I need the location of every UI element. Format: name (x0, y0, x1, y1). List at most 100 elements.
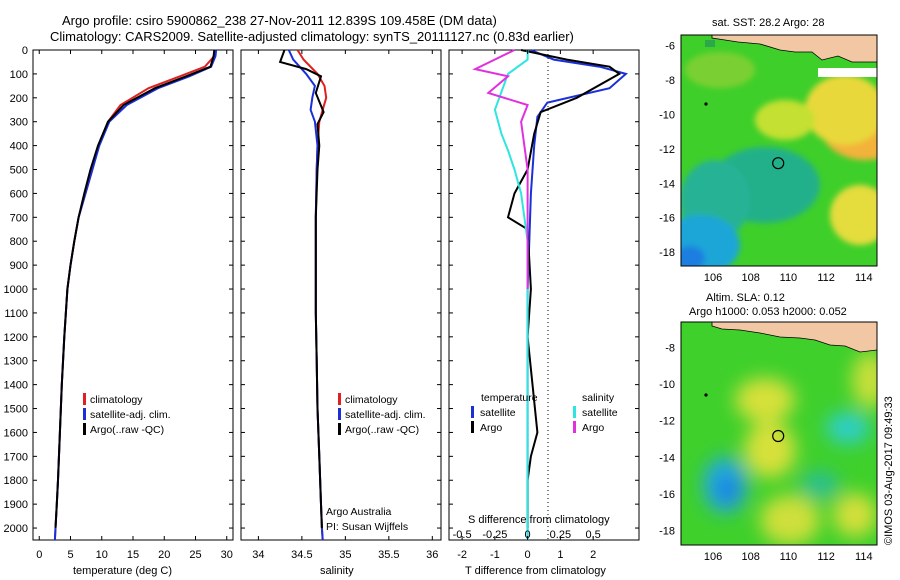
sla-patch-yellow-center (744, 422, 796, 478)
x-tick-label: 10 (96, 549, 108, 561)
series-line-satellite-adj-clim- (53, 49, 218, 541)
s-tick-label: -0.25 (482, 529, 507, 541)
map-y-tick-label: -14 (659, 452, 675, 464)
temperature-plot-frame (32, 49, 234, 541)
sla-patch-cyan-east (826, 412, 870, 444)
map-x-tick-label: 110 (780, 272, 798, 284)
sst-patch-yellow-ne (805, 75, 877, 145)
sst-field (681, 52, 877, 266)
temperature-series-group (53, 49, 218, 541)
sla-patch-darkblue-west (718, 477, 738, 503)
salinity-legend: climatology satellite-adj. clim. Argo(..… (338, 393, 426, 436)
x-tick-label: 0 (36, 549, 42, 561)
series-line-temperature-argo (506, 49, 622, 528)
map-y-tick-label: -8 (665, 343, 675, 355)
x-tick-label: 15 (127, 549, 139, 561)
y-tick-label: 2000 (4, 523, 28, 535)
sst-map-frame (680, 34, 878, 267)
map-x-tick-label: 112 (817, 272, 835, 284)
s-difference-axis-label: S difference from climatology (468, 514, 610, 526)
x-tick-label: 36 (426, 549, 438, 561)
sla-map-title-line1: Altim. SLA: 0.12 (706, 292, 785, 304)
legend-label-climatology: climatology (90, 394, 143, 406)
sla-field (703, 352, 877, 545)
y-tick-label: 800 (10, 236, 28, 248)
y-tick-label: 600 (10, 188, 28, 200)
map-y-tick-label: -10 (659, 109, 675, 121)
axes-ticks-group: 0 5 10 15 20 25 300100200300400500600700800900… (4, 40, 873, 563)
map-x-tick-label: 108 (742, 272, 760, 284)
y-tick-label: 1300 (4, 356, 28, 368)
x-tick-label: 34 (252, 549, 264, 561)
series-line-salinity-satellite (493, 50, 529, 540)
map-x-tick-label: 108 (742, 551, 760, 563)
map-y-tick-label: -16 (659, 489, 675, 501)
legend-swatch-s-argo (573, 421, 576, 433)
difference-series-group (472, 49, 628, 540)
sla-patch-yellow-se (833, 493, 877, 537)
sla-map (681, 322, 877, 545)
legend-swatch-satellite-adj (338, 408, 341, 420)
x-tick-label: 0 (525, 549, 531, 561)
x-tick-label: 5 (67, 549, 73, 561)
legend-label-s-argo: Argo (582, 422, 604, 434)
map-y-tick-label: -8 (665, 75, 675, 87)
sst-patch-darkblue-corner (681, 246, 705, 266)
sla-map-title-line2: Argo h1000: 0.053 h2000: 0.052 (689, 306, 847, 318)
map-y-tick-label: -12 (659, 144, 675, 156)
series-line-temperature-satellite (526, 49, 628, 540)
s-tick-label: 0.25 (550, 529, 571, 541)
map-x-tick-label: 114 (855, 272, 873, 284)
x-tick-label: -2 (457, 549, 467, 561)
legend-title-salinity: salinity (582, 392, 615, 404)
y-tick-label: 1700 (4, 451, 28, 463)
legend-label-satellite-adj: satellite-adj. clim. (345, 409, 426, 421)
legend-label-satellite-adj: satellite-adj. clim. (90, 409, 171, 421)
chart-title-line2: Climatology: CARS2009. Satellite-adjuste… (50, 29, 574, 44)
series-line-salinity-argo (472, 49, 529, 289)
y-tick-label: 1500 (4, 404, 28, 416)
map-y-tick-label: -14 (659, 178, 675, 190)
y-tick-label: 1800 (4, 475, 28, 487)
x-tick-label: 25 (189, 549, 201, 561)
sst-patch-yellow-center (755, 100, 815, 140)
legend-swatch-climatology (338, 393, 341, 405)
legend-label-argo: Argo(..raw -QC) (345, 424, 419, 436)
difference-plot-frame (448, 49, 640, 541)
y-tick-label: 700 (10, 212, 28, 224)
sst-map (681, 35, 877, 266)
s-tick-label: 0 (525, 529, 531, 541)
y-tick-label: 1200 (4, 332, 28, 344)
s-tick-label: 0.5 (585, 529, 600, 541)
chart-title-line1: Argo profile: csiro 5900862_238 27-Nov-2… (62, 13, 497, 28)
legend-swatch-t-satellite (471, 406, 474, 418)
map-y-tick-label: -16 (659, 213, 675, 225)
legend-swatch-argo (338, 423, 341, 435)
x-tick-label: -1 (490, 549, 500, 561)
y-tick-label: 1000 (4, 284, 28, 296)
sla-patch-yellow-ne (852, 352, 877, 408)
y-tick-label: 0 (22, 45, 28, 57)
x-tick-label: 35 (339, 549, 351, 561)
salinity-series-group (278, 49, 328, 541)
x-tick-label: 35.5 (378, 549, 399, 561)
series-line-argo-raw-qc- (278, 49, 325, 529)
legend-label-climatology: climatology (345, 394, 398, 406)
y-tick-label: 900 (10, 260, 28, 272)
imos-credit: ©IMOS 03-Aug-2017 09:49:33 (883, 396, 895, 545)
difference-legend: temperature salinity satellite Argo sate… (471, 392, 618, 434)
legend-swatch-s-satellite (573, 406, 576, 418)
no-data-strip (818, 68, 877, 77)
legend-label-argo: Argo(..raw -QC) (90, 424, 164, 436)
legend-swatch-climatology (83, 393, 86, 405)
map-x-tick-label: 112 (817, 551, 835, 563)
y-tick-label: 300 (10, 117, 28, 129)
landmass-java (711, 35, 877, 63)
y-tick-label: 1600 (4, 427, 28, 439)
temperature-x-axis-label: temperature (deg C) (73, 565, 172, 577)
map-y-tick-label: -12 (659, 416, 675, 428)
map-x-tick-label: 114 (855, 551, 873, 563)
map-y-tick-label: -18 (659, 247, 675, 259)
x-tick-label: 30 (221, 549, 233, 561)
